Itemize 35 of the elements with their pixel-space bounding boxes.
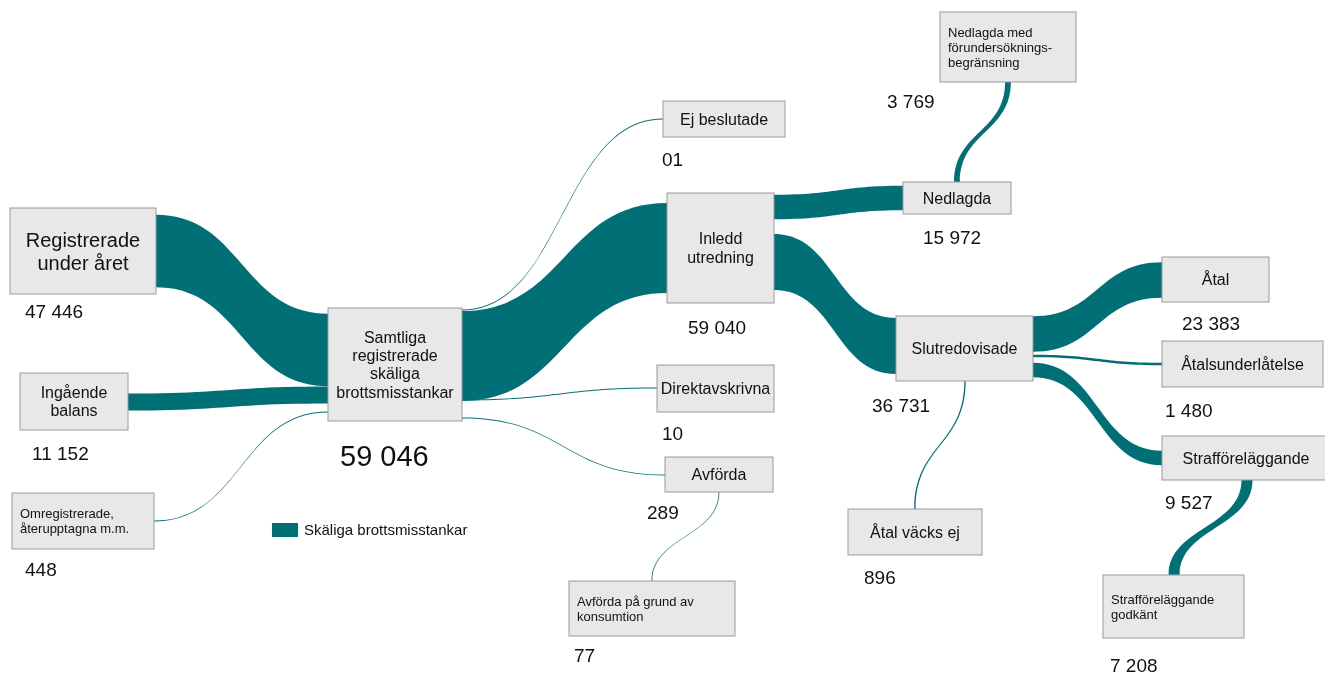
- data-label: 289: [647, 502, 679, 523]
- data-label: 9 527: [1165, 492, 1213, 513]
- data-label: 36 731: [872, 395, 931, 416]
- category-label: Åtal väcks ej: [870, 522, 960, 541]
- category-label: Slutredovisade: [911, 340, 1018, 358]
- data-label: 7 208: [1110, 655, 1158, 673]
- category-label: Inledd utredning: [687, 230, 754, 266]
- data-label: 10: [662, 423, 684, 444]
- category-label: Ingående balans: [40, 383, 108, 420]
- data-label: 59 040: [688, 317, 747, 338]
- data-label: 59 046: [340, 440, 429, 472]
- category-label: Omregistrerade, återupptagna m.m.: [20, 506, 130, 537]
- category-label: Åtal: [1201, 270, 1230, 289]
- category-label: Direktavskrivna: [660, 380, 771, 398]
- data-label: 896: [864, 567, 896, 588]
- data-label: 11 152: [32, 443, 89, 464]
- category-label: Avförda på grund av konsumtion: [577, 593, 695, 624]
- category-label: Registrerade under året: [25, 228, 141, 274]
- data-label: 1 480: [1165, 400, 1213, 421]
- data-label: 3 769: [887, 91, 935, 112]
- data-label: 77: [574, 645, 596, 666]
- category-label: Nedlagda: [922, 189, 992, 207]
- category-label: Ej beslutade: [679, 110, 769, 128]
- category-label: Strafföreläggande: [1182, 449, 1310, 467]
- data-label: 23 383: [1182, 313, 1241, 334]
- data-label: 15 972: [923, 227, 982, 248]
- category-label: Åtalsunderlåtelse: [1181, 354, 1304, 373]
- data-label: 47 446: [25, 301, 84, 322]
- data-label: 01: [662, 149, 684, 170]
- category-label: Nedlagda med förundersöknings-begränsning: [948, 24, 1053, 70]
- category-label: Samtliga registrerade skäliga brottsmisstankar: [336, 328, 455, 401]
- data-label: 448: [25, 559, 57, 580]
- legend-label: Skäliga brottsmisstankar: [304, 521, 468, 538]
- category-label: Strafföreläggande godkänt: [1111, 591, 1215, 622]
- category-label: Avförda: [691, 466, 747, 484]
